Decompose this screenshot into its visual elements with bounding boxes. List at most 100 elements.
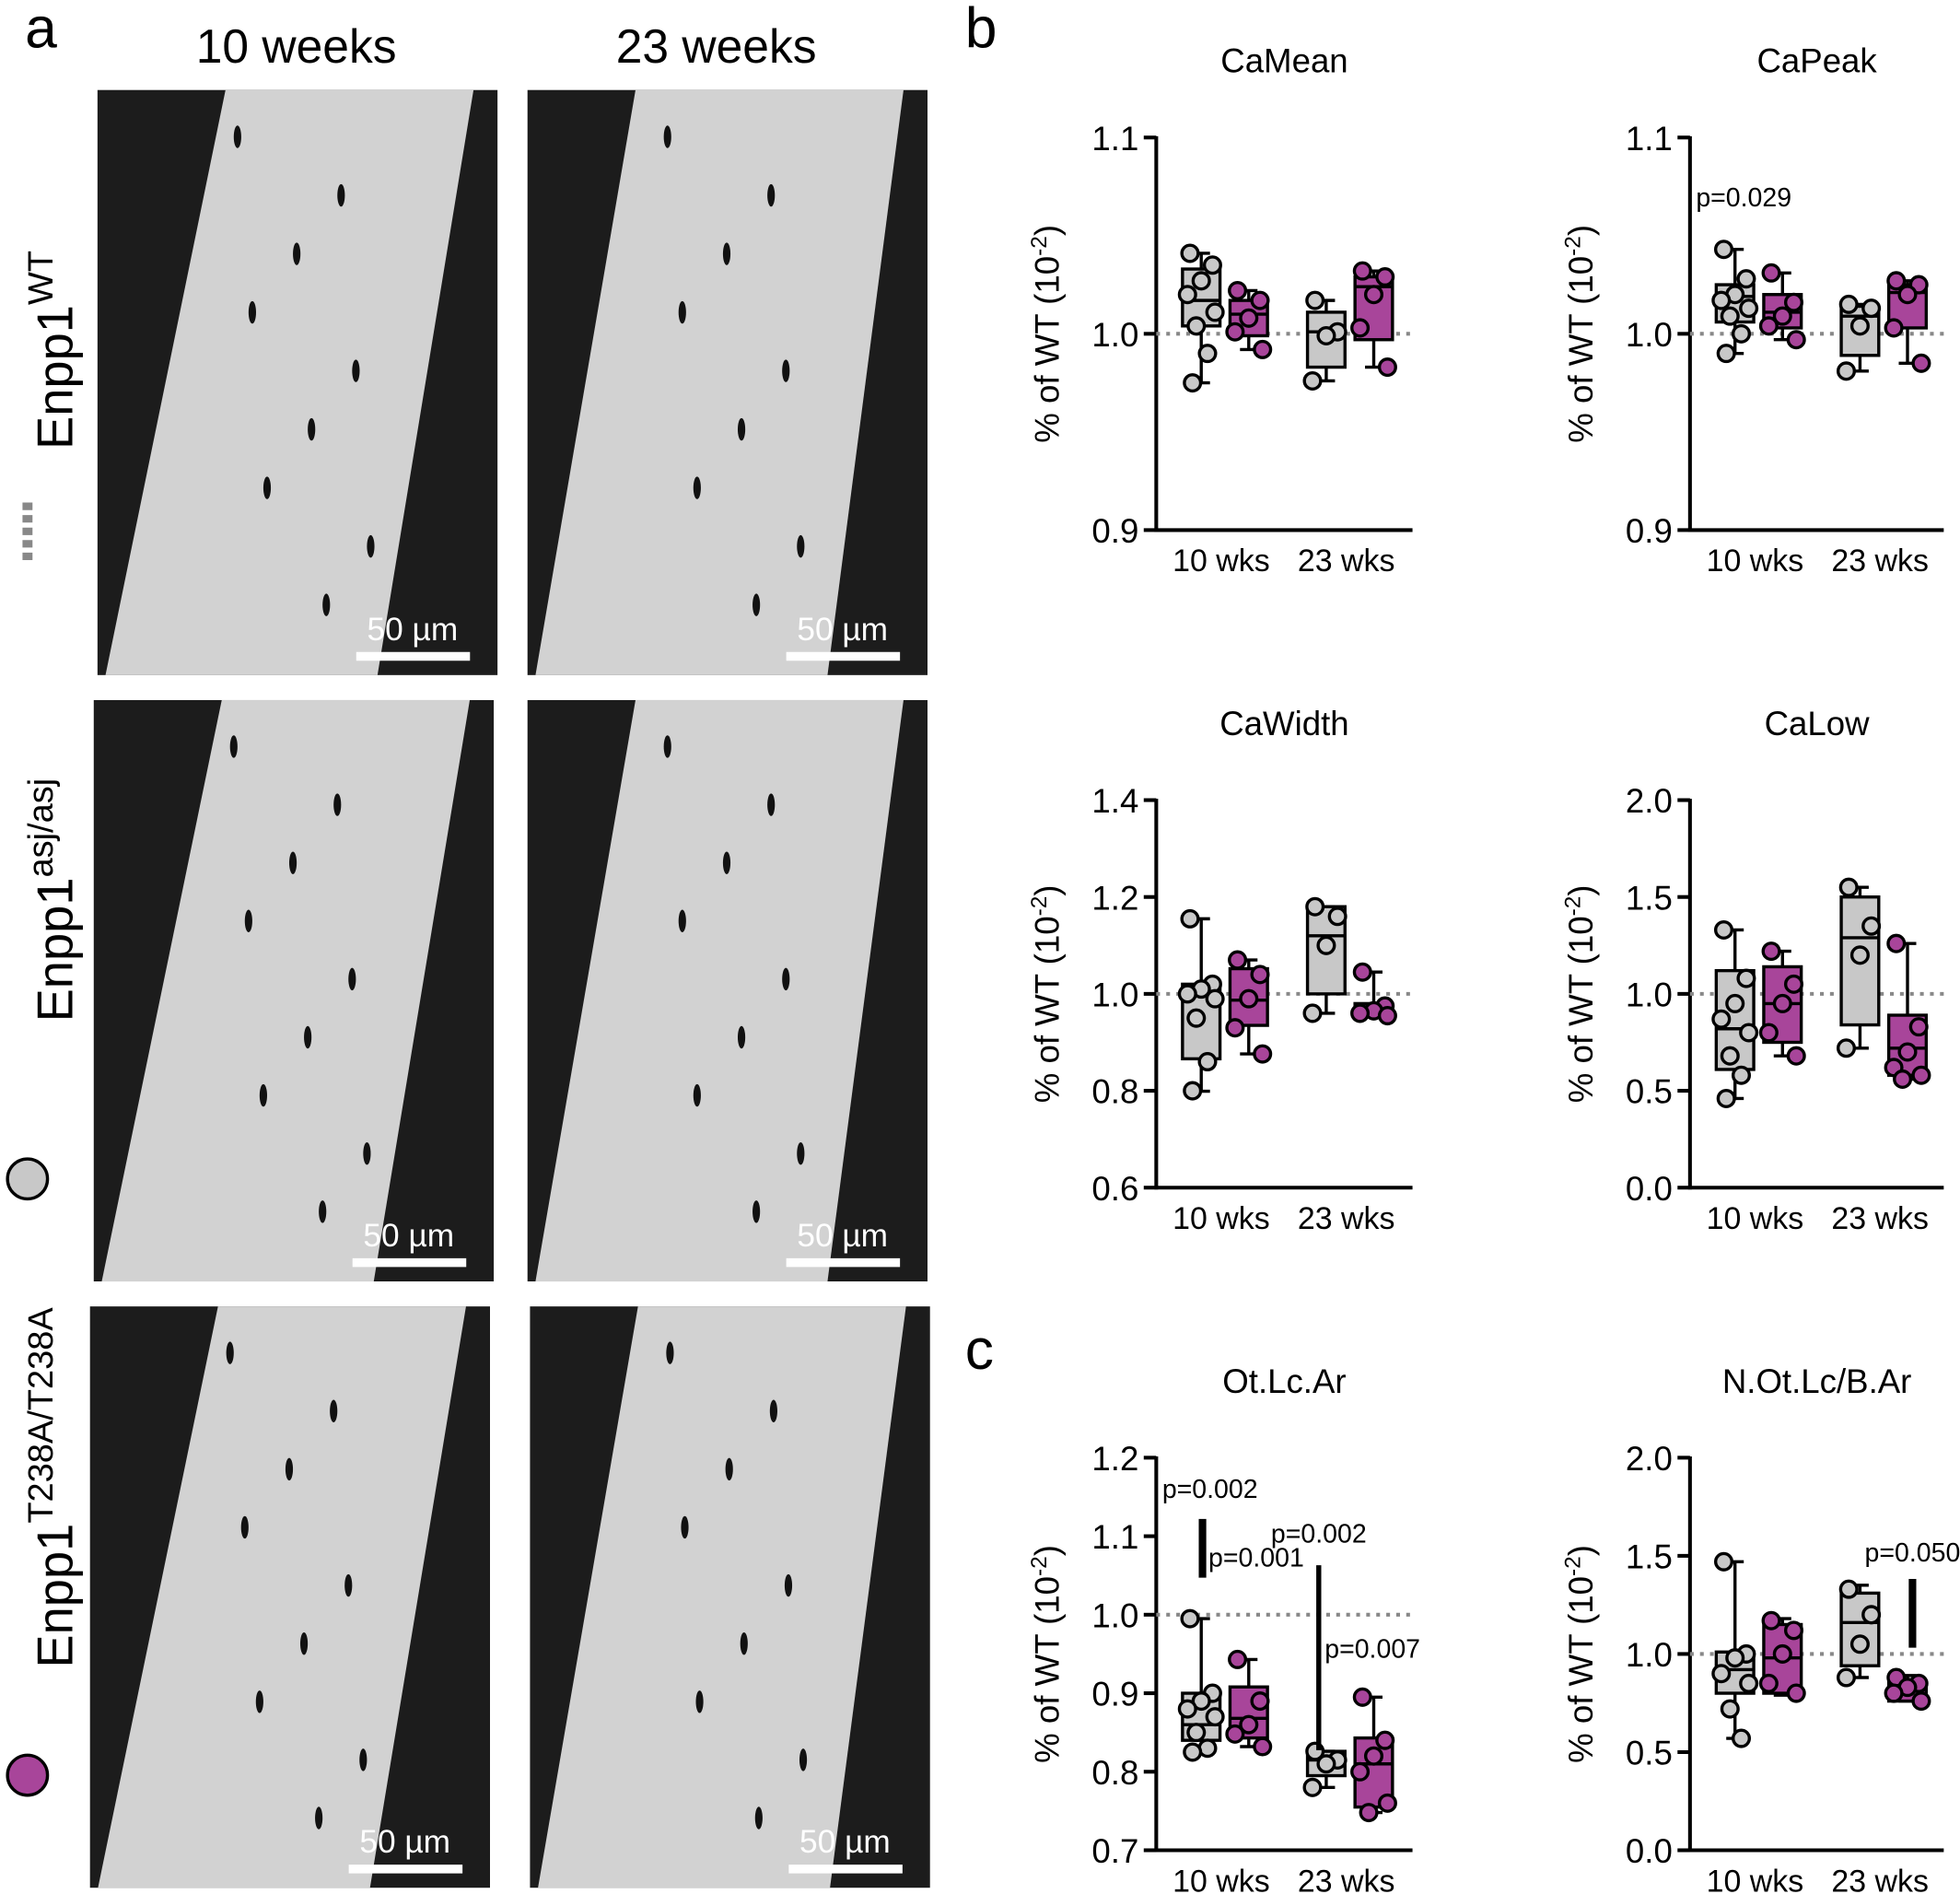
lacuna: [244, 909, 252, 932]
x-tick-label: 10 wks: [1707, 1864, 1804, 1894]
y-tick-label: 0.9: [1091, 512, 1138, 550]
data-point: [1375, 267, 1395, 287]
data-point: [1177, 1699, 1197, 1719]
x-tick-label: 23 wks: [1831, 544, 1929, 579]
data-point: [1836, 361, 1857, 381]
data-point: [1352, 1687, 1372, 1707]
lacuna: [337, 183, 345, 207]
data-point: [1897, 1042, 1918, 1062]
gene: Enpp1: [28, 877, 84, 1022]
chart-title: CaLow: [1765, 705, 1871, 742]
y-axis-label-part: % of WT (10: [1562, 1576, 1600, 1763]
allele: T238A/T238A: [22, 1307, 61, 1524]
box-group: [1758, 1610, 1806, 1703]
bone-section: [98, 1306, 466, 1888]
y-tick-label: 0.9: [1626, 512, 1673, 550]
chart-title: CaWidth: [1219, 705, 1348, 742]
lacuna: [262, 476, 272, 499]
box-group: [1302, 896, 1348, 1023]
data-point: [1228, 950, 1248, 970]
box-group: [1711, 240, 1759, 364]
lacuna: [248, 300, 256, 324]
box-group: [1302, 1741, 1348, 1797]
y-tick-label: 1.5: [1626, 1537, 1673, 1575]
x-tick-label: 23 wks: [1298, 1201, 1395, 1236]
x-tick-label: 10 wks: [1172, 1201, 1270, 1236]
data-point: [1786, 1046, 1806, 1066]
y-tick-label: 1.2: [1091, 879, 1138, 917]
data-point: [1239, 988, 1259, 1009]
data-point: [1758, 316, 1779, 336]
data-point: [1739, 298, 1759, 319]
box-group: [1302, 290, 1348, 391]
data-point: [1720, 1699, 1740, 1719]
data-point: [1838, 1579, 1859, 1599]
data-point: [1197, 344, 1218, 364]
data-point: [1180, 908, 1200, 929]
y-tick-label: 1.0: [1626, 976, 1673, 1013]
lacuna: [293, 242, 301, 265]
data-point: [1225, 1018, 1245, 1038]
data-point: [1713, 240, 1734, 260]
scale-bar-label: 50 µm: [797, 612, 888, 648]
x-tick-label: 23 wks: [1831, 1864, 1929, 1894]
data-point: [1302, 1777, 1323, 1797]
data-point: [1377, 357, 1397, 378]
allele: asj/asj: [22, 778, 61, 878]
data-point: [1713, 1551, 1734, 1572]
data-point: [1772, 306, 1792, 326]
data-point: [1711, 1009, 1732, 1029]
y-tick-label: 0.7: [1091, 1832, 1138, 1870]
data-point: [1761, 1610, 1781, 1631]
allele: WT: [22, 251, 61, 305]
data-point: [1177, 285, 1197, 305]
data-point: [1861, 298, 1882, 319]
data-point: [1239, 308, 1259, 328]
data-point: [1350, 1761, 1371, 1782]
box-group: [1836, 1579, 1882, 1688]
data-point: [1711, 1664, 1732, 1684]
data-point: [1716, 344, 1736, 364]
box: [1839, 1591, 1881, 1667]
box-group: [1177, 908, 1225, 1101]
lacuna: [725, 1457, 733, 1481]
scale-bar-label: 50 µm: [797, 1218, 888, 1254]
data-point: [1359, 1803, 1379, 1823]
y-tick-label: 2.0: [1626, 1440, 1673, 1478]
y-axis-label-part: ): [1028, 885, 1066, 896]
lacuna: [695, 1690, 704, 1713]
data-point: [1861, 916, 1882, 936]
gene: Enpp1: [28, 1524, 84, 1668]
data-point: [1305, 896, 1325, 917]
lacuna: [767, 793, 776, 816]
data-point: [1352, 962, 1372, 982]
data-point: [1836, 1667, 1857, 1688]
column-label: 10 weeks: [196, 19, 397, 73]
data-point: [1377, 1006, 1397, 1026]
p-value: p=0.007: [1324, 1635, 1420, 1665]
data-point: [1911, 1691, 1931, 1712]
lacuna: [363, 1141, 371, 1165]
bone-section: [101, 699, 471, 1282]
box-group: [1177, 1608, 1225, 1762]
lacuna: [740, 1631, 748, 1655]
y-tick-label: 2.0: [1626, 782, 1673, 820]
y-axis-label-part: % of WT (10: [1028, 916, 1066, 1103]
box-group: [1350, 261, 1397, 378]
y-tick-label: 1.5: [1626, 879, 1673, 917]
y-tick-label: 0.8: [1091, 1754, 1138, 1792]
x-tick-label: 23 wks: [1298, 544, 1395, 579]
data-point: [1897, 285, 1918, 305]
data-point: [1205, 302, 1225, 322]
data-point: [1886, 271, 1907, 291]
y-axis-label-part: % of WT (10: [1028, 256, 1066, 443]
y-tick-label: 0.8: [1091, 1073, 1138, 1111]
x-tick-label: 10 wks: [1707, 1201, 1804, 1236]
p-value: p=0.001: [1208, 1543, 1304, 1572]
y-axis-label: % of WT (10-2): [1560, 225, 1600, 443]
bone-section: [105, 89, 474, 675]
x-tick-label: 23 wks: [1298, 1864, 1395, 1894]
y-axis-label-part: -2: [1560, 1556, 1585, 1576]
